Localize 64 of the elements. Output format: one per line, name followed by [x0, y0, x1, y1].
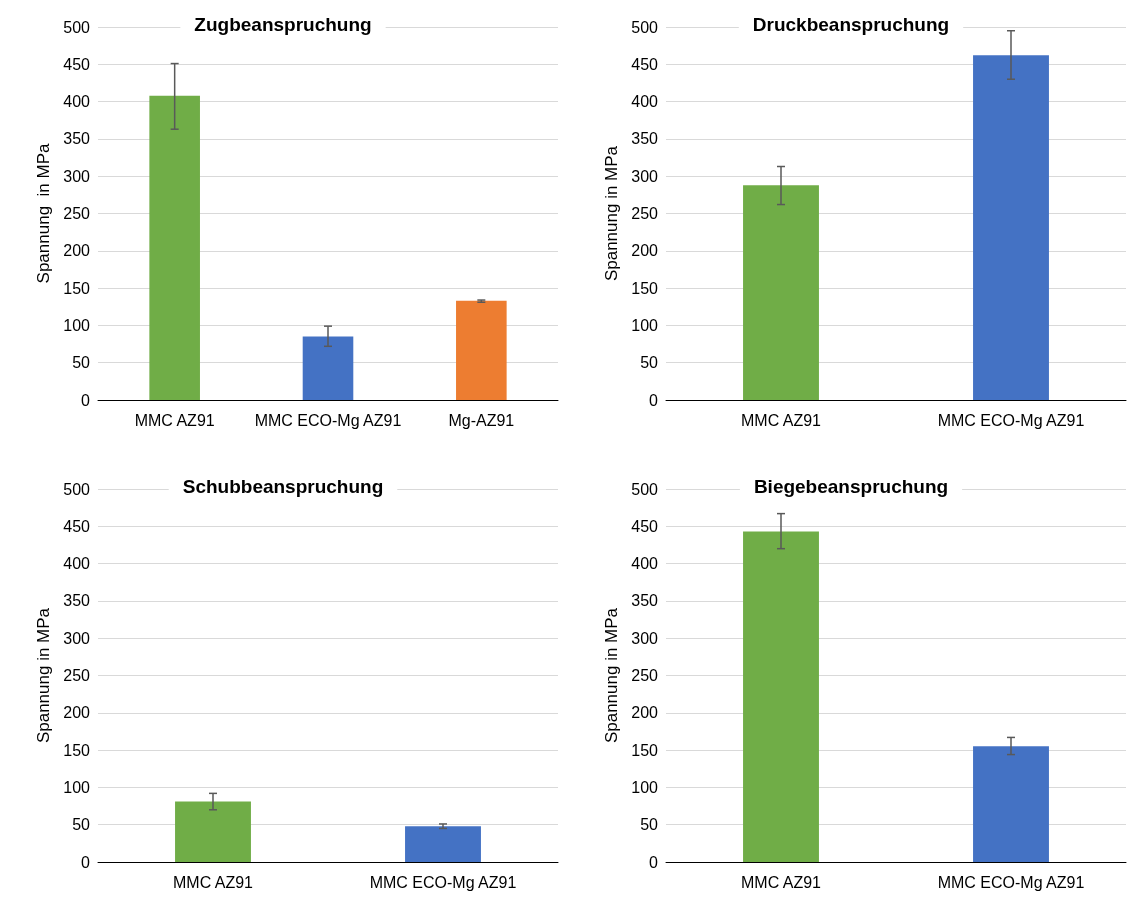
y-tick-label: 100 [63, 778, 91, 796]
y-tick-label: 150 [63, 279, 91, 297]
y-tick-label: 200 [63, 704, 91, 722]
x-tick-label: MMC AZ91 [134, 411, 215, 429]
y-tick-label: 250 [63, 205, 91, 222]
y-tick-label: 150 [63, 741, 91, 759]
y-tick-label: 200 [631, 704, 659, 722]
y-tick-label: 350 [63, 130, 91, 148]
y-axis-title: Spannung in MPa [34, 607, 53, 744]
y-tick-label: 500 [631, 18, 659, 36]
y-tick-label: 0 [649, 391, 659, 409]
y-tick-label: 500 [631, 480, 659, 498]
x-tick-label: MMC AZ91 [740, 873, 822, 891]
x-tick-label: MMC ECO-Mg AZ91 [369, 873, 517, 891]
y-tick-label: 150 [631, 741, 659, 759]
y-tick-label: 50 [72, 816, 91, 834]
y-axis-title: Spannung in MPa [602, 607, 621, 744]
y-tick-label: 400 [63, 93, 91, 111]
y-tick-label: 50 [640, 354, 659, 372]
chart-title: Biegebeanspruchung [753, 476, 949, 497]
bar [302, 336, 354, 400]
chart-title: Schubbeanspruchung [182, 476, 384, 497]
y-tick-label: 100 [631, 778, 659, 796]
y-tick-label: 300 [63, 167, 91, 185]
y-tick-label: 400 [63, 555, 91, 573]
x-tick-label: MMC AZ91 [172, 873, 254, 891]
y-tick-label: 300 [631, 167, 659, 185]
y-tick-label: 50 [72, 354, 91, 372]
x-tick-label: MMC ECO-Mg AZ91 [937, 411, 1085, 429]
y-tick-label: 450 [63, 517, 91, 535]
y-axis-title: Spannung in MPa [602, 145, 621, 282]
y-tick-label: 450 [631, 517, 659, 535]
y-tick-label: 300 [63, 629, 91, 647]
y-tick-label: 50 [640, 816, 659, 834]
y-tick-label: 400 [631, 555, 659, 573]
y-tick-label: 250 [631, 667, 659, 684]
y-tick-label: 500 [63, 480, 91, 498]
bar [456, 300, 507, 400]
y-tick-label: 250 [631, 205, 659, 222]
y-tick-label: 200 [631, 242, 659, 260]
y-tick-label: 200 [63, 242, 91, 260]
y-tick-label: 150 [631, 279, 659, 297]
x-tick-label: MMC ECO-Mg AZ91 [254, 411, 402, 429]
y-tick-label: 250 [63, 667, 91, 684]
y-tick-label: 450 [631, 55, 659, 73]
bar [149, 95, 200, 400]
chart-title: Zugbeanspruchung [194, 14, 372, 35]
y-tick-label: 0 [81, 853, 91, 871]
y-tick-label: 100 [63, 316, 91, 334]
y-tick-label: 0 [649, 853, 659, 871]
y-axis-title: Spannung in MPa [34, 143, 53, 284]
y-tick-label: 500 [63, 18, 91, 36]
y-tick-label: 350 [631, 592, 659, 610]
y-tick-label: 350 [631, 130, 659, 148]
y-tick-label: 0 [81, 391, 91, 409]
x-tick-label: Mg-AZ91 [448, 411, 515, 429]
y-tick-label: 450 [63, 55, 91, 73]
y-tick-label: 350 [63, 592, 91, 610]
x-tick-label: MMC AZ91 [740, 411, 822, 429]
x-tick-label: MMC ECO-Mg AZ91 [937, 873, 1085, 891]
y-tick-label: 300 [631, 629, 659, 647]
chart-title: Druckbeanspruchung [752, 14, 950, 35]
y-tick-label: 400 [631, 93, 659, 111]
y-tick-label: 100 [631, 316, 659, 334]
